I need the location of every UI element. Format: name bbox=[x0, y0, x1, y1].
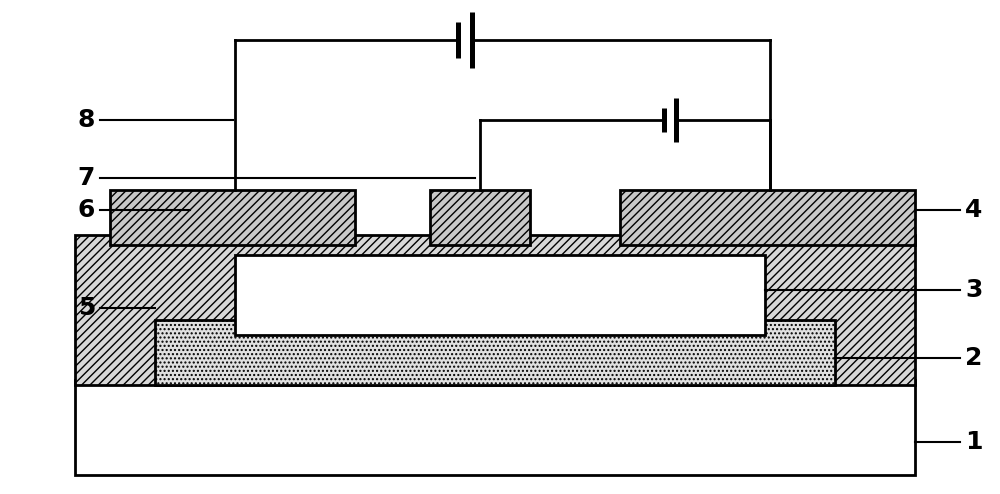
Text: 1: 1 bbox=[965, 430, 982, 454]
Bar bbox=[75, 380, 915, 475]
Bar bbox=[155, 320, 835, 385]
Text: 7: 7 bbox=[78, 166, 95, 190]
Text: 5: 5 bbox=[78, 296, 95, 320]
Text: 6: 6 bbox=[78, 198, 95, 222]
Bar bbox=[620, 190, 915, 245]
Bar bbox=[110, 190, 355, 245]
Text: 2: 2 bbox=[965, 346, 982, 370]
Text: 8: 8 bbox=[78, 108, 95, 132]
Text: 4: 4 bbox=[965, 198, 982, 222]
Bar bbox=[235, 255, 765, 335]
Bar bbox=[75, 235, 915, 385]
Text: 3: 3 bbox=[965, 278, 982, 302]
Bar bbox=[430, 190, 530, 245]
